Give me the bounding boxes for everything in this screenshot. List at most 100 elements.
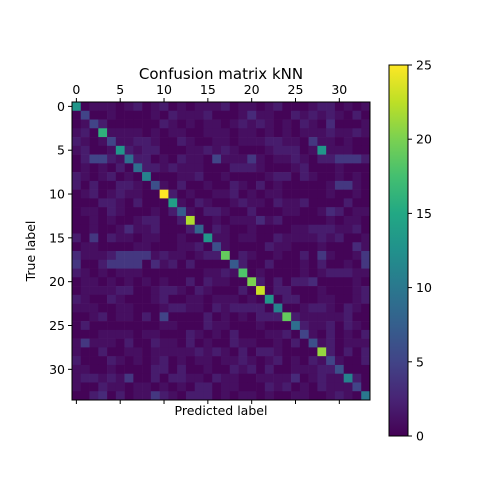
heatmap-cell [291, 233, 301, 243]
heatmap-cell [80, 321, 90, 331]
heatmap-cell [185, 364, 196, 375]
heatmap-cell [107, 294, 117, 304]
heatmap-cell [72, 137, 82, 147]
heatmap-cell [238, 163, 248, 173]
heatmap-cell [115, 198, 125, 208]
heatmap-cell [352, 347, 362, 357]
heatmap-cell [89, 312, 99, 322]
heatmap-cell [282, 364, 292, 375]
heatmap-cell [98, 373, 108, 383]
heatmap-cell [212, 321, 222, 331]
heatmap-cell [334, 102, 345, 112]
heatmap-cell [229, 338, 239, 348]
heatmap-cell [89, 268, 99, 278]
colorbar-tick-label: 25 [416, 58, 432, 73]
heatmap-cell [308, 251, 318, 261]
heatmap-cell [221, 233, 231, 243]
heatmap-cell [177, 233, 187, 243]
heatmap-cell [80, 391, 90, 401]
heatmap-cell [142, 198, 152, 208]
heatmap-cell [273, 128, 283, 138]
heatmap-cell [247, 382, 257, 392]
heatmap-cell [185, 180, 196, 190]
heatmap-cell [212, 189, 222, 199]
heatmap-cell [194, 198, 204, 208]
heatmap-cell [124, 286, 134, 296]
heatmap-cell [98, 268, 108, 278]
heatmap-cell [107, 233, 117, 243]
heatmap-cell [72, 286, 82, 296]
heatmap-cell [203, 233, 213, 243]
heatmap-cell [107, 110, 117, 120]
heatmap-cell [177, 364, 187, 375]
heatmap-cell [177, 207, 187, 217]
heatmap-cell [264, 347, 274, 357]
heatmap-cell [361, 321, 371, 331]
heatmap-cell [221, 242, 231, 252]
heatmap-cell [291, 294, 301, 304]
heatmap-cell [203, 119, 213, 129]
heatmap-cell [264, 303, 274, 313]
heatmap-cell [159, 356, 169, 366]
heatmap-cell [256, 233, 266, 243]
heatmap-cell [124, 312, 134, 322]
heatmap-cell [80, 251, 90, 261]
heatmap-cell [282, 207, 292, 217]
heatmap-cell [185, 373, 196, 383]
heatmap-cell [107, 189, 117, 199]
heatmap-cell [159, 154, 169, 164]
heatmap-cell [168, 294, 178, 304]
heatmap-cell [185, 145, 196, 155]
heatmap-cell [238, 373, 248, 383]
heatmap-cell [317, 382, 327, 392]
heatmap-cell [264, 356, 274, 366]
heatmap-cell [168, 189, 178, 199]
heatmap-cell [229, 233, 239, 243]
heatmap-cell [221, 215, 231, 226]
heatmap-cell [203, 137, 213, 147]
heatmap-cell [308, 329, 318, 339]
heatmap-cell [229, 242, 239, 252]
heatmap-cell [203, 154, 213, 164]
heatmap-cell [98, 303, 108, 313]
heatmap-cell [256, 198, 266, 208]
heatmap-cell [229, 294, 239, 304]
heatmap-cell [291, 391, 301, 401]
heatmap-cell [89, 277, 99, 287]
heatmap-cell [98, 356, 108, 366]
heatmap-cell [308, 102, 318, 112]
heatmap-cell [273, 321, 283, 331]
heatmap-cell [317, 294, 327, 304]
y-axis-label: True label [23, 221, 38, 283]
heatmap-cell [98, 242, 108, 252]
heatmap-cell [264, 163, 274, 173]
heatmap-cell [212, 382, 222, 392]
heatmap-cell [185, 356, 196, 366]
heatmap-cell [80, 277, 90, 287]
heatmap-cell [159, 102, 169, 112]
heatmap-cell [203, 172, 213, 182]
heatmap-cell [334, 251, 345, 261]
heatmap-cell [89, 329, 99, 339]
heatmap-cell [168, 145, 178, 155]
heatmap-cell [142, 233, 152, 243]
heatmap-cell [299, 224, 309, 234]
heatmap-cell [343, 137, 353, 147]
heatmap-cell [361, 338, 371, 348]
heatmap-cell [326, 382, 336, 392]
heatmap-cell [107, 321, 117, 331]
heatmap-cell [115, 154, 125, 164]
heatmap-cell [308, 312, 318, 322]
heatmap-cell [238, 198, 248, 208]
heatmap-cell [89, 259, 99, 269]
heatmap-cell [159, 119, 169, 129]
heatmap-cell [282, 286, 292, 296]
heatmap-cell [80, 207, 90, 217]
heatmap-cell [247, 391, 257, 401]
heatmap-cell [291, 154, 301, 164]
x-tick-label: 0 [72, 82, 80, 97]
heatmap-cell [247, 338, 257, 348]
heatmap-cell [256, 172, 266, 182]
heatmap-cell [177, 268, 187, 278]
heatmap-cell [185, 259, 196, 269]
